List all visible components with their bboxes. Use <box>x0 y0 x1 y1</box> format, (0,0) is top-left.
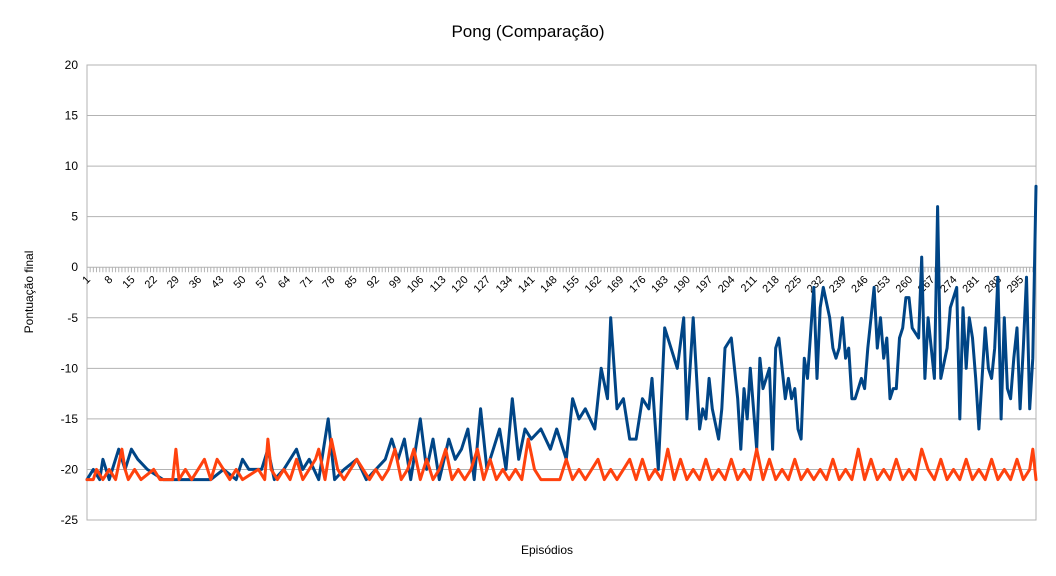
x-tick-label: 36 <box>187 274 204 291</box>
y-tick-label: 5 <box>71 210 78 224</box>
x-tick-label: 113 <box>428 274 449 295</box>
x-tick-label: 288 <box>983 274 1004 295</box>
y-tick-label: -20 <box>61 462 79 476</box>
x-tick-label: 246 <box>849 274 870 295</box>
y-tick-label: 0 <box>71 260 78 274</box>
x-tick-label: 239 <box>827 274 848 295</box>
x-tick-label: 85 <box>343 274 360 291</box>
x-tick-label: 183 <box>649 274 670 295</box>
x-tick-label: 204 <box>716 274 737 295</box>
series-line-2 <box>85 437 1038 482</box>
x-tick-label: 57 <box>254 274 271 291</box>
x-tick-label: 176 <box>627 274 648 295</box>
x-tick-label: 162 <box>583 274 604 295</box>
chart-title: Pong (Comparação) <box>451 22 604 41</box>
x-tick-label: 190 <box>672 274 693 295</box>
x-tick-label: 260 <box>894 274 915 295</box>
y-tick-label: -5 <box>67 311 78 325</box>
y-tick-label: 10 <box>65 159 79 173</box>
x-tick-label: 134 <box>494 274 515 295</box>
x-tick-label: 50 <box>231 274 248 291</box>
x-tick-label: 197 <box>694 274 715 295</box>
x-tick-label: 169 <box>605 274 626 295</box>
x-tick-label: 225 <box>783 274 804 295</box>
x-tick-label: 281 <box>960 274 981 295</box>
y-tick-label: 15 <box>65 109 79 123</box>
x-tick-label: 120 <box>449 274 470 295</box>
y-tick-label: 20 <box>65 58 79 72</box>
y-axis-ticks: 20 15 10 5 0 -5 -10 -15 -20 -25 <box>61 58 79 527</box>
x-tick-label: 106 <box>405 274 426 295</box>
x-tick-label: 141 <box>516 274 537 295</box>
x-tick-label: 29 <box>165 274 182 291</box>
x-tick-label: 78 <box>320 274 337 291</box>
plot-frame <box>86 64 1037 521</box>
gridlines <box>86 64 1037 521</box>
y-axis-label: Pontuação final <box>22 251 36 334</box>
x-tick-label: 43 <box>209 274 226 291</box>
x-tick-label: 22 <box>143 274 160 291</box>
x-tick-label: 295 <box>1005 274 1026 295</box>
x-tick-label: 218 <box>760 274 781 295</box>
x-tick-label: 64 <box>276 274 293 291</box>
series-lines <box>85 184 1038 482</box>
x-tick-label: 211 <box>739 274 760 295</box>
x-tick-label: 127 <box>472 274 493 295</box>
y-tick-label: -15 <box>61 412 79 426</box>
series-line-1 <box>85 184 1038 482</box>
x-axis-label: Episódios <box>521 543 573 557</box>
y-tick-label: -25 <box>61 513 79 527</box>
x-axis-ticks: 1 8 15 22 29 36 43 50 57 64 71 78 85 92 99 106 113 120 127… <box>80 267 1037 295</box>
x-tick-label: 155 <box>560 274 581 295</box>
x-tick-label: 15 <box>120 274 137 291</box>
x-tick-label: 99 <box>387 274 404 291</box>
x-tick-label: 8 <box>103 274 116 287</box>
x-tick-label: 71 <box>298 274 315 291</box>
x-tick-label: 92 <box>365 274 382 291</box>
x-tick-label: 148 <box>538 274 559 295</box>
y-tick-label: -10 <box>61 361 79 375</box>
